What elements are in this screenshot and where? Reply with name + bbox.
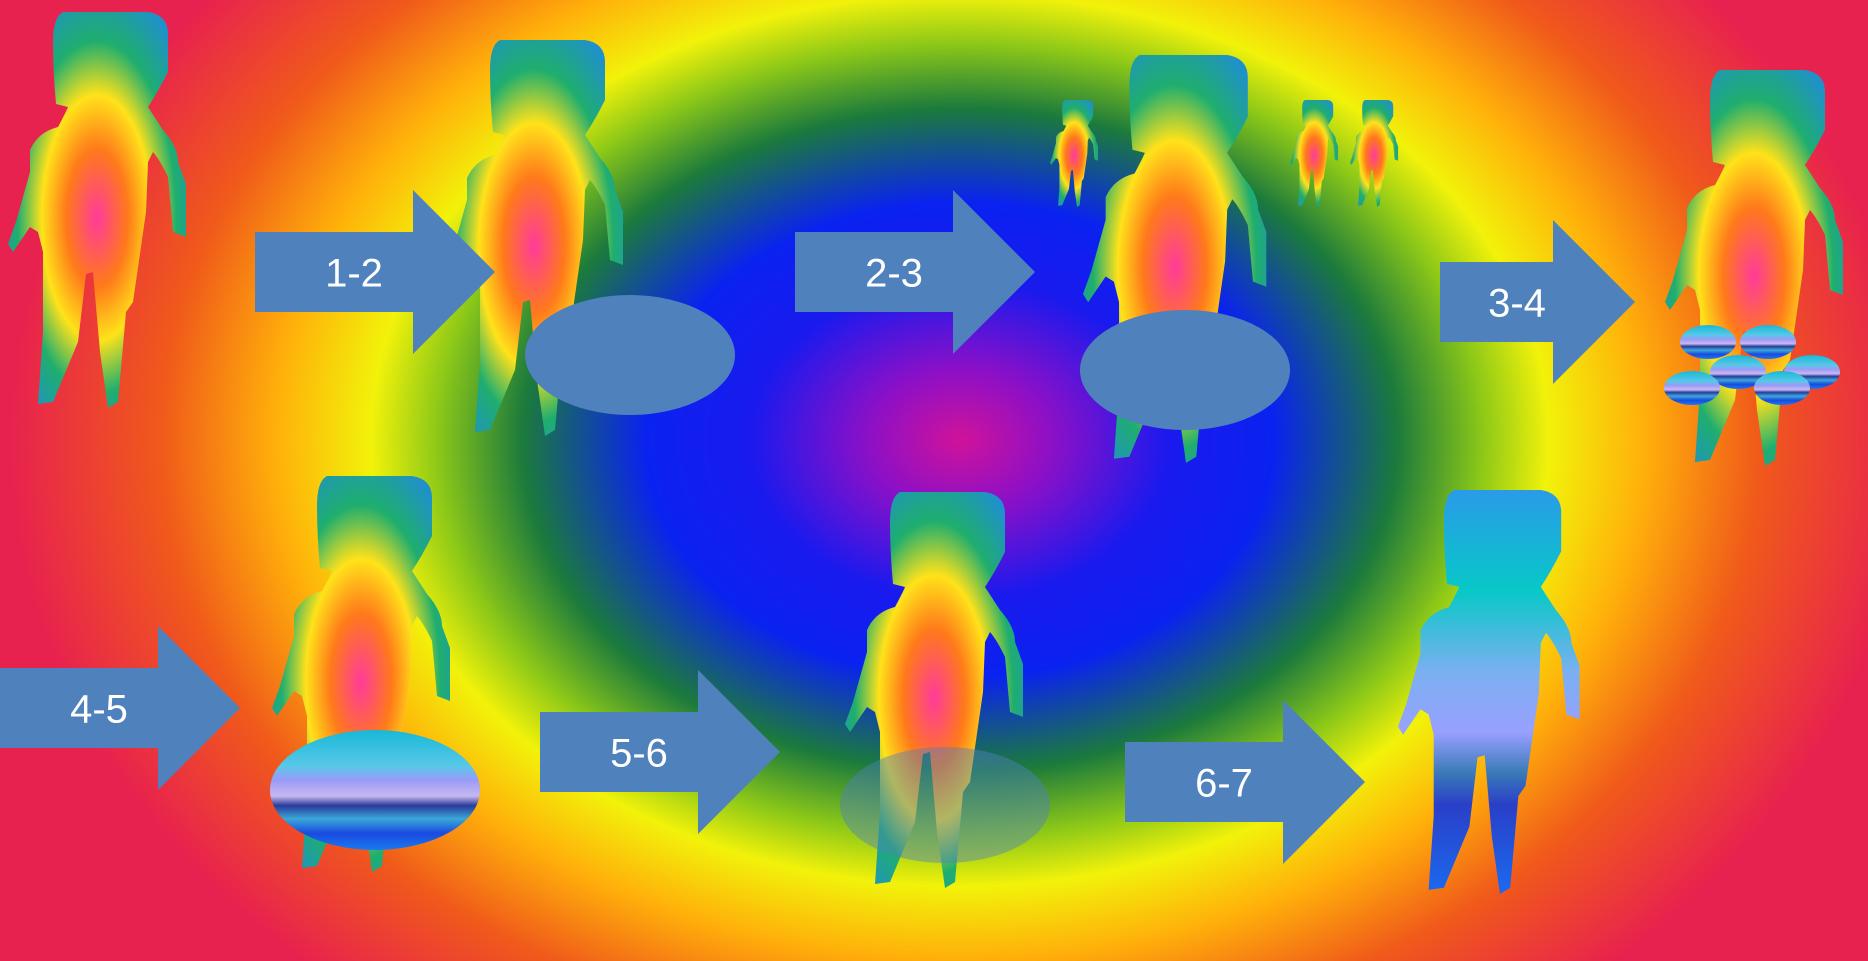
small-person-figure	[1050, 100, 1099, 207]
arrow-label-1-2: 1-2	[325, 251, 383, 296]
translucent-oval-marker-stage-6	[840, 747, 1050, 863]
arrow-label-3-4: 3-4	[1488, 281, 1546, 326]
small-oval-marker	[1664, 371, 1720, 405]
small-oval-cluster-stage-4	[1664, 325, 1840, 405]
person-figure-stage-1	[8, 12, 186, 408]
small-oval-marker	[1754, 371, 1810, 405]
small-person-figure	[1350, 100, 1399, 207]
solid-oval-marker-stage-2	[525, 295, 735, 415]
small-person-figure	[1290, 100, 1339, 207]
small-oval-marker	[1680, 325, 1736, 359]
arrow-6-7	[1125, 700, 1365, 864]
small-oval-marker	[1740, 325, 1796, 359]
small-oval-marker	[1710, 355, 1766, 389]
arrow-3-4	[1440, 220, 1635, 384]
arrow-label-2-3: 2-3	[865, 251, 923, 296]
arrow-label-5-6: 5-6	[610, 731, 668, 776]
arrow-2-3	[795, 190, 1035, 354]
arrow-label-6-7: 6-7	[1195, 761, 1253, 806]
person-figure-stage-7	[1398, 490, 1580, 894]
arrow-1-2	[255, 190, 495, 354]
arrow-4-5	[0, 626, 240, 790]
striped-oval-marker-stage-5	[270, 730, 480, 850]
arrow-5-6	[540, 670, 780, 834]
person-figure-stage-4	[1665, 70, 1843, 466]
solid-oval-marker-stage-3	[1080, 310, 1290, 430]
arrow-label-4-5: 4-5	[70, 687, 128, 732]
